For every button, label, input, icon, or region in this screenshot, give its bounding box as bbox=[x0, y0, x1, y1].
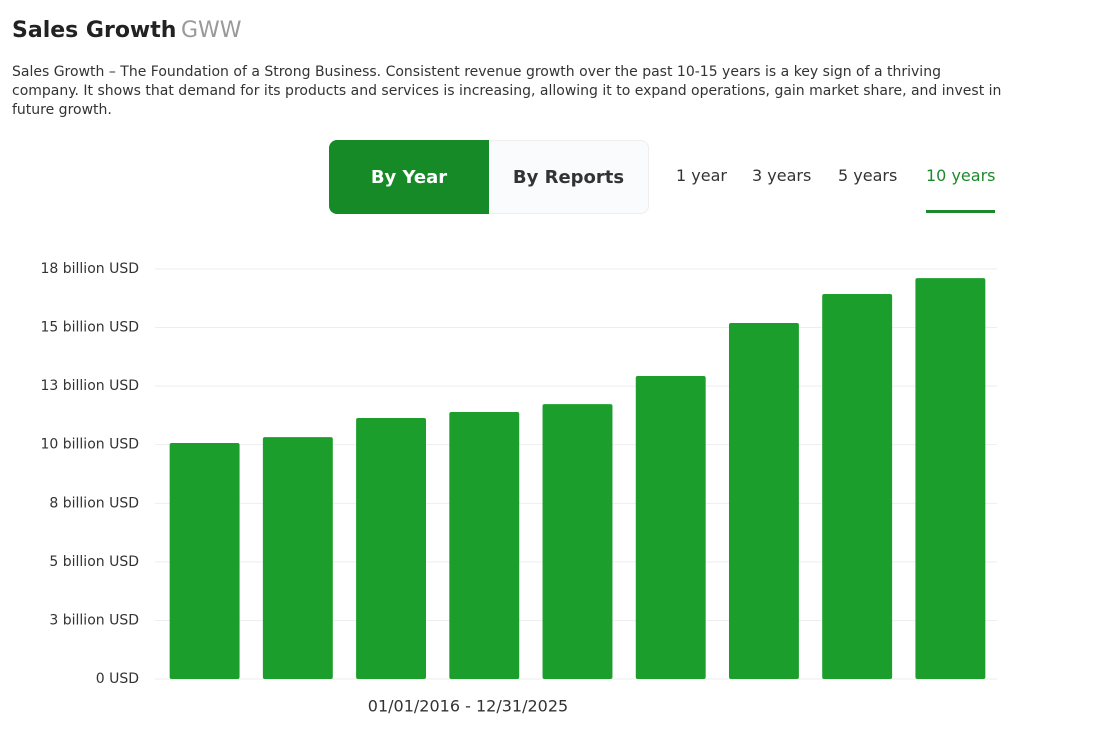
bar bbox=[542, 404, 613, 679]
period[interactable]: 3 years bbox=[752, 166, 812, 185]
bar bbox=[728, 322, 799, 679]
title: Sales Growth bbox=[12, 18, 177, 43]
y-tick-label: 18 billion USD bbox=[40, 261, 139, 277]
period[interactable]: 5 years bbox=[838, 166, 898, 185]
bar bbox=[449, 412, 520, 679]
period-active[interactable]: 10 years bbox=[926, 166, 996, 213]
bar bbox=[822, 294, 893, 679]
period[interactable]: 1 year bbox=[676, 166, 727, 185]
bar bbox=[356, 417, 427, 679]
tab-by-reports[interactable]: By Reports bbox=[489, 140, 649, 214]
y-tick-label: 5 billion USD bbox=[49, 554, 139, 570]
y-tick-label: 15 billion USD bbox=[40, 320, 139, 336]
bar bbox=[915, 278, 986, 679]
y-tick-label: 10 billion USD bbox=[40, 437, 139, 453]
description: Sales Growth – The Foundation of a Stron… bbox=[12, 64, 1002, 118]
bar bbox=[262, 437, 333, 679]
y-tick-label: 13 billion USD bbox=[40, 378, 139, 394]
bar bbox=[169, 443, 240, 679]
y-tick-label: 8 billion USD bbox=[49, 495, 139, 511]
bar bbox=[635, 376, 706, 679]
tab-by-year[interactable]: By Year bbox=[329, 140, 489, 214]
x-axis-label: 01/01/2016 - 12/31/2025 bbox=[368, 697, 568, 716]
y-tick-label: 3 billion USD bbox=[49, 612, 139, 628]
y-tick-label: 0 USD bbox=[96, 671, 139, 687]
ticker: GWW bbox=[181, 18, 242, 43]
